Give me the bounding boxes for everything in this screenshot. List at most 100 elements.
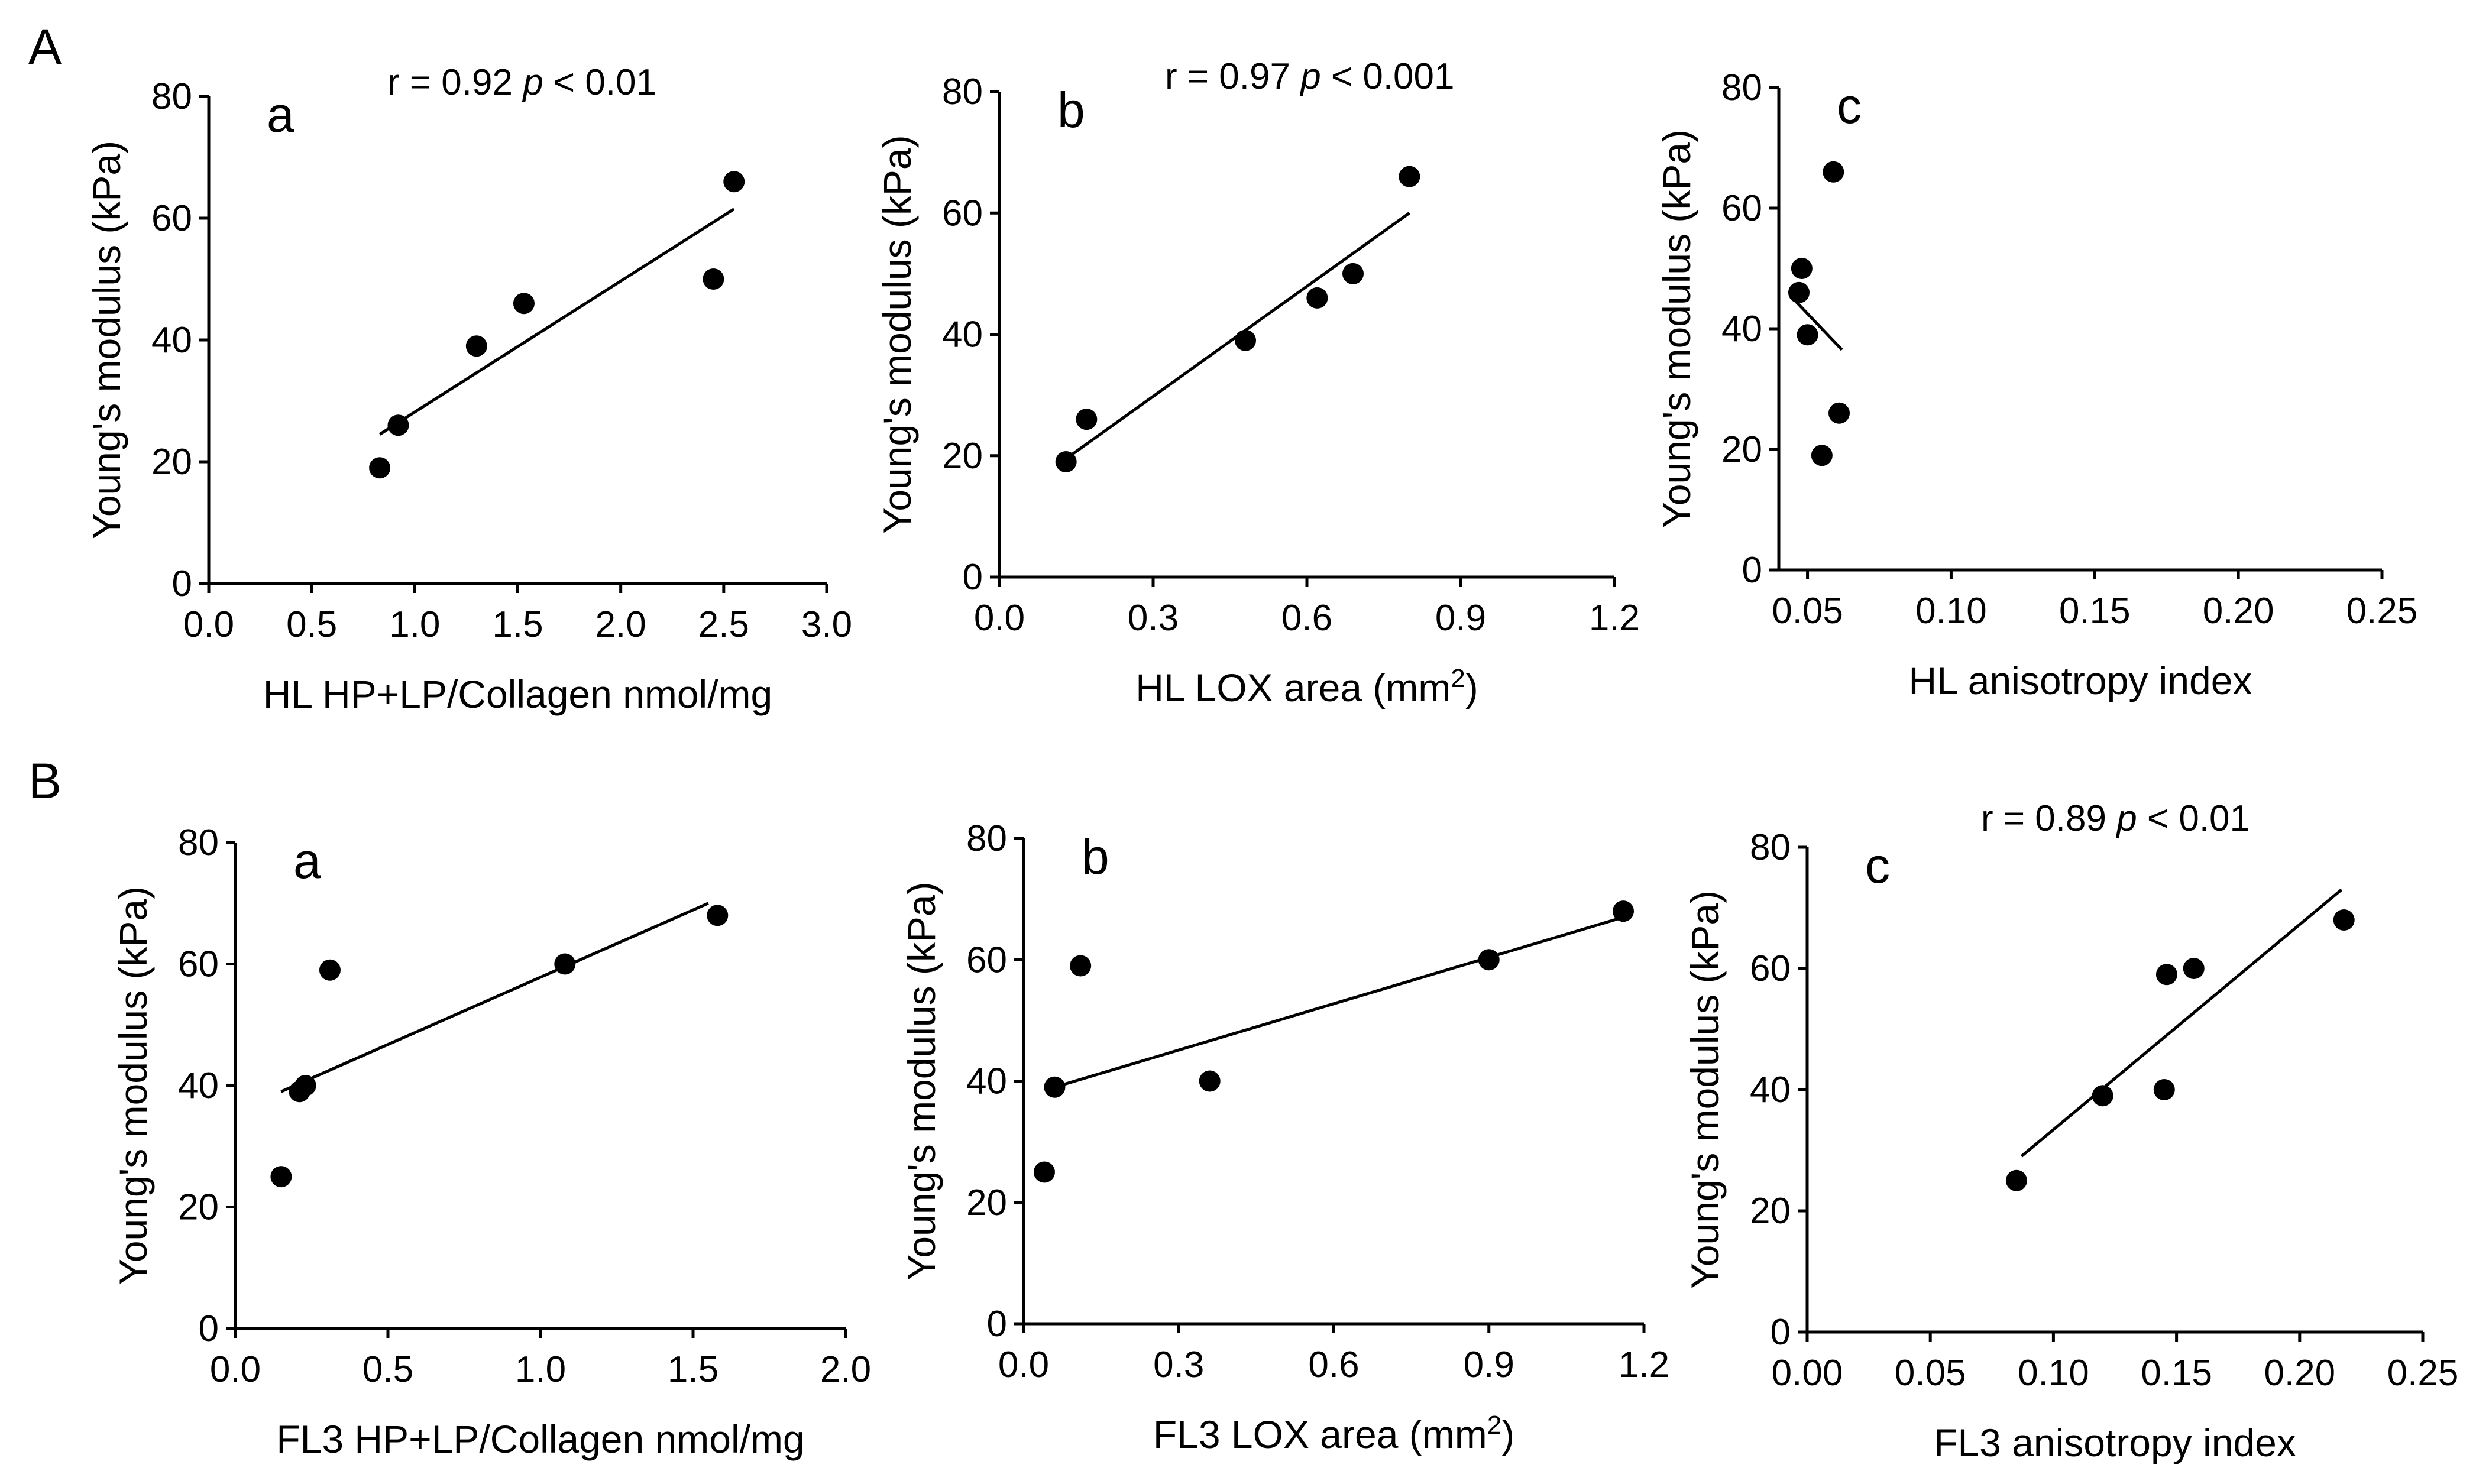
x-tick-label: 0.3 [1128, 598, 1179, 639]
y-tick-label: 40 [1750, 1070, 1791, 1110]
data-point [723, 171, 745, 193]
x-tick-label: 0.10 [2018, 1353, 2089, 1394]
x-tick-label: 0.0 [974, 598, 1025, 639]
y-tick-label: 40 [942, 315, 983, 355]
data-point [2092, 1085, 2113, 1107]
data-point [1306, 287, 1328, 309]
regression-line [280, 902, 709, 1093]
x-tick-label: 0.5 [286, 604, 337, 645]
y-tick-label: 20 [151, 442, 192, 482]
y-tick-label: 80 [1721, 67, 1762, 108]
y-tick-label: 0 [987, 1304, 1007, 1344]
x-tick-label: 0.9 [1435, 598, 1486, 639]
data-point [1478, 949, 1500, 971]
x-tick-label: 1.5 [492, 604, 543, 645]
x-tick-label: 0.5 [363, 1349, 413, 1390]
y-tick-label: 80 [966, 818, 1007, 859]
data-point [387, 414, 409, 436]
y-tick-label: 60 [1721, 188, 1762, 229]
data-point [1797, 324, 1818, 346]
x-tick-label: 1.5 [668, 1349, 718, 1390]
x-axis-label: HL LOX area (mm2) [1135, 664, 1478, 709]
data-point [1199, 1070, 1221, 1092]
data-point [1811, 445, 1833, 466]
y-tick-label: 40 [1721, 309, 1762, 349]
x-tick-label: 1.0 [389, 604, 440, 645]
x-tick-label: 0.05 [1772, 591, 1843, 631]
regression-line [1054, 916, 1624, 1089]
scatter-plot-6: 0 20 40 60 80 0.00 0.05 0.10 0.15 0.20 0.25 FL3 ani… [1683, 798, 2458, 1464]
y-axis-label: Young's modulus (kPa) [899, 882, 943, 1280]
y-tick-label: 80 [942, 72, 983, 112]
regression-line [1795, 300, 1843, 351]
panel-letter: b [1082, 829, 1109, 884]
panel-letter: c [1837, 78, 1862, 134]
x-tick-label: 0.3 [1153, 1344, 1204, 1385]
x-tick-label: 0.00 [1772, 1353, 1843, 1394]
x-tick-label: 0.0 [998, 1344, 1049, 1385]
data-point [465, 335, 487, 357]
x-tick-label: 0.10 [1915, 591, 1987, 631]
data-point [270, 1166, 292, 1188]
x-axis-label: HL anisotropy index [1909, 659, 2252, 702]
data-point [369, 457, 391, 479]
section-label-b: B [28, 753, 62, 809]
y-tick-label: 40 [966, 1061, 1007, 1102]
x-tick-label: 0.25 [2387, 1353, 2459, 1394]
x-tick-label: 0.0 [183, 604, 234, 645]
x-axis-label: HL HP+LP/Collagen nmol/mg [263, 672, 772, 716]
x-tick-label: 3.0 [801, 604, 852, 645]
scatter-plot-2: 0 20 40 60 80 0.0 0.3 0.6 0.9 1.2 HL LOX area (mm2… [875, 56, 1640, 709]
panel-letter: c [1865, 838, 1890, 893]
correlation-annotation: r = 0.92 p < 0.01 [387, 62, 656, 103]
x-tick-label: 2.0 [820, 1349, 871, 1390]
panel-letter: a [293, 833, 321, 889]
data-point [554, 953, 576, 975]
data-point [294, 1075, 316, 1096]
x-tick-label: 0.0 [210, 1349, 261, 1390]
y-tick-label: 80 [151, 76, 192, 117]
x-tick-label: 0.6 [1281, 598, 1332, 639]
x-axis-label: FL3 HP+LP/Collagen nmol/mg [276, 1417, 804, 1461]
data-point [1823, 161, 1844, 183]
x-tick-label: 0.05 [1895, 1353, 1966, 1394]
x-axis-label: FL3 anisotropy index [1934, 1421, 2296, 1464]
x-tick-label: 1.2 [1589, 598, 1640, 639]
x-tick-label: 0.20 [2264, 1353, 2335, 1394]
data-point [1055, 451, 1077, 473]
y-tick-label: 60 [1750, 948, 1791, 989]
y-tick-label: 60 [151, 198, 192, 239]
data-point [2153, 1079, 2175, 1100]
data-point [703, 268, 724, 290]
regression-line [2020, 888, 2343, 1158]
data-point [2333, 909, 2355, 931]
correlation-annotation: r = 0.89 p < 0.01 [1981, 798, 2250, 839]
y-tick-label: 60 [966, 939, 1007, 980]
y-tick-label: 0 [172, 563, 192, 604]
x-tick-label: 0.15 [2141, 1353, 2212, 1394]
x-tick-label: 0.6 [1308, 1344, 1359, 1385]
data-point [1235, 329, 1256, 351]
data-point [1828, 402, 1850, 424]
data-point [1342, 263, 1364, 284]
data-point [1070, 955, 1092, 977]
panel-letter: b [1057, 82, 1085, 138]
data-point [1399, 166, 1420, 187]
y-tick-label: 20 [942, 436, 983, 477]
data-point [1044, 1076, 1066, 1098]
y-axis-label: Young's modulus (kPa) [111, 886, 155, 1285]
y-tick-label: 60 [178, 944, 219, 985]
x-tick-label: 0.15 [2059, 591, 2131, 631]
data-point [513, 293, 535, 315]
y-tick-label: 20 [1721, 429, 1762, 470]
y-tick-label: 0 [1771, 1312, 1791, 1353]
y-axis-label: Young's modulus (kPa) [1655, 129, 1698, 528]
x-tick-label: 1.2 [1619, 1344, 1669, 1385]
y-tick-label: 60 [942, 193, 983, 234]
panels: 0 20 40 60 80 0.0 0.5 1.0 1.5 2.0 2.5 3.0 HL HP+LP/C… [85, 56, 2458, 1464]
data-point [1791, 258, 1813, 279]
y-tick-label: 20 [1750, 1191, 1791, 1232]
data-point [1788, 281, 1810, 303]
y-tick-label: 0 [199, 1308, 219, 1349]
